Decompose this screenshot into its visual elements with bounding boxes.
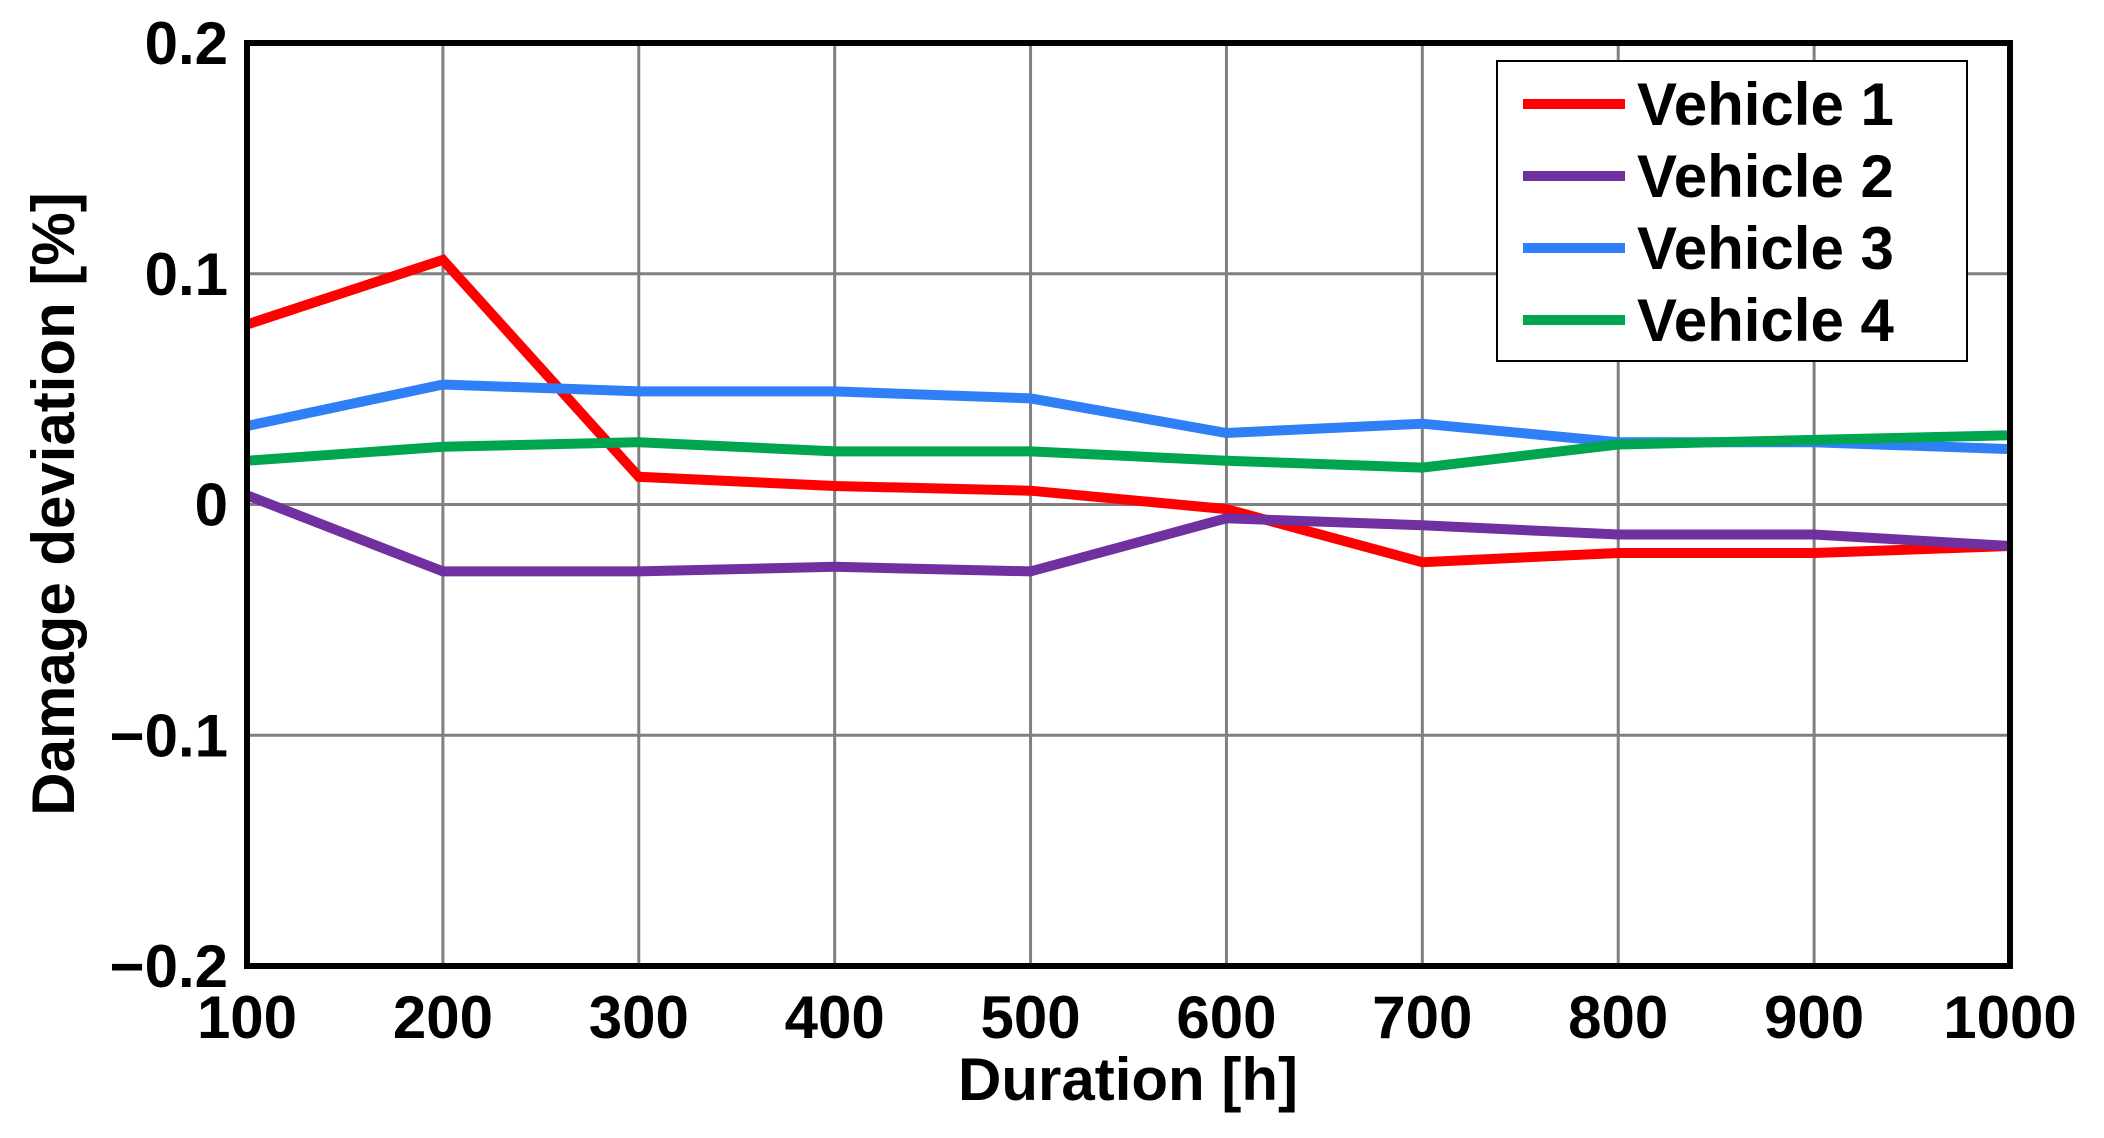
y-tick-label: 0.1 <box>145 241 228 308</box>
series-line-vehicle-4 <box>247 435 2010 467</box>
y-tick-label: 0.2 <box>145 10 228 77</box>
legend-label-vehicle-3: Vehicle 3 <box>1637 215 1894 282</box>
legend-label-vehicle-4: Vehicle 4 <box>1637 287 1894 354</box>
x-axis-ticks: 100 200 300 400 500 600 700 800 900 1000 <box>197 984 2077 1051</box>
y-tick-label: 0 <box>195 472 228 539</box>
x-tick-label: 1000 <box>1943 984 2076 1051</box>
legend-label-vehicle-1: Vehicle 1 <box>1637 71 1894 138</box>
x-tick-label: 100 <box>197 984 297 1051</box>
legend-label-vehicle-2: Vehicle 2 <box>1637 143 1894 210</box>
y-tick-label: −0.1 <box>110 702 228 769</box>
x-tick-label: 900 <box>1764 984 1864 1051</box>
x-tick-label: 400 <box>785 984 885 1051</box>
y-axis-title: Damage deviation [%] <box>20 192 87 815</box>
series-line-vehicle-2 <box>247 495 2010 571</box>
x-tick-label: 800 <box>1568 984 1668 1051</box>
x-axis-title: Duration [h] <box>958 1046 1298 1113</box>
x-tick-label: 700 <box>1372 984 1472 1051</box>
x-tick-label: 300 <box>589 984 689 1051</box>
x-tick-label: 600 <box>1176 984 1276 1051</box>
x-tick-label: 200 <box>393 984 493 1051</box>
x-tick-label: 500 <box>981 984 1081 1051</box>
y-axis-ticks: 0.20.10−0.1−0.2 <box>110 10 228 1000</box>
